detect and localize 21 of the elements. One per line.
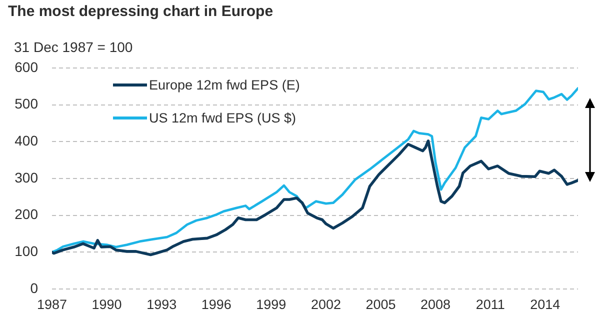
y-tick-label: 0 [30,280,38,296]
x-tick-label: 2011 [476,296,505,312]
chart-title: The most depressing chart in Europe [8,3,274,20]
y-tick-label: 500 [14,96,38,112]
chart-subtitle: 31 Dec 1987 = 100 [14,39,133,55]
x-tick-label: 1996 [201,296,232,312]
x-tick-label: 2005 [366,296,396,312]
x-tick-label: 1990 [92,296,122,312]
y-tick-label: 400 [14,132,38,149]
x-tick-label: 2008 [420,296,451,312]
x-tick-label: 2014 [530,296,561,312]
x-tick-label: 1987 [36,296,68,312]
y-tick-label: 200 [14,206,38,222]
legend-label: US 12m fwd EPS (US $) [149,110,296,126]
y-tick-label: 100 [14,243,38,260]
x-tick-label: 2002 [310,296,341,312]
y-tick-label: 600 [14,58,38,75]
x-tick-label: 1993 [146,296,177,312]
legend-label: Europe 12m fwd EPS (E) [149,78,300,93]
y-tick-label: 300 [14,169,38,186]
x-tick-label: 1999 [256,296,286,312]
